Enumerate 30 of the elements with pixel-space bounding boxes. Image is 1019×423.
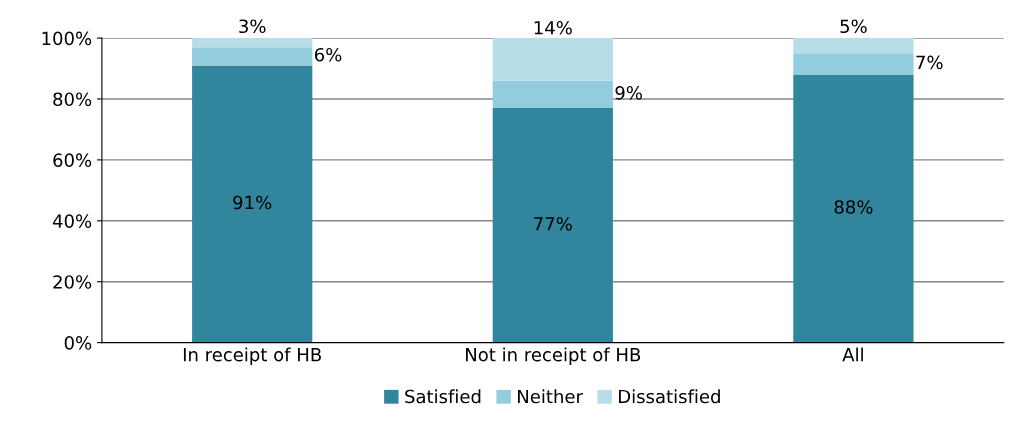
data-label: 6%: [314, 47, 342, 62]
data-label: 91%: [233, 195, 272, 210]
y-tick-label: 80%: [53, 92, 92, 107]
x-tick-label: All: [842, 347, 863, 362]
bar: [492, 108, 613, 343]
y-tick-label: 0%: [64, 336, 92, 350]
y-tick-label: 100%: [42, 31, 92, 46]
data-label: 7%: [916, 55, 943, 70]
legend-label: Dissatisfied: [619, 389, 720, 404]
bar: [793, 74, 914, 343]
bar: [492, 38, 613, 81]
bar: [192, 65, 313, 343]
bar: [793, 38, 914, 54]
x-tick-label: Not in receipt of HB: [466, 347, 641, 365]
bar: [192, 38, 313, 48]
legend-label: Satisfied: [405, 389, 481, 404]
data-label: 9%: [615, 86, 642, 100]
legend-label: Neither: [518, 389, 583, 404]
data-label: 77%: [534, 216, 572, 231]
data-label: 3%: [239, 19, 266, 34]
bar: [192, 47, 313, 66]
bar: [793, 53, 914, 75]
bar: [492, 80, 613, 109]
y-tick-label: 20%: [53, 275, 92, 289]
data-label: 14%: [534, 20, 572, 35]
y-tick-label: 40%: [52, 214, 92, 228]
y-tick-label: 60%: [53, 153, 92, 168]
data-label: 5%: [840, 19, 867, 34]
x-tick-label: In receipt of HB: [183, 347, 321, 365]
data-label: 88%: [834, 200, 873, 214]
